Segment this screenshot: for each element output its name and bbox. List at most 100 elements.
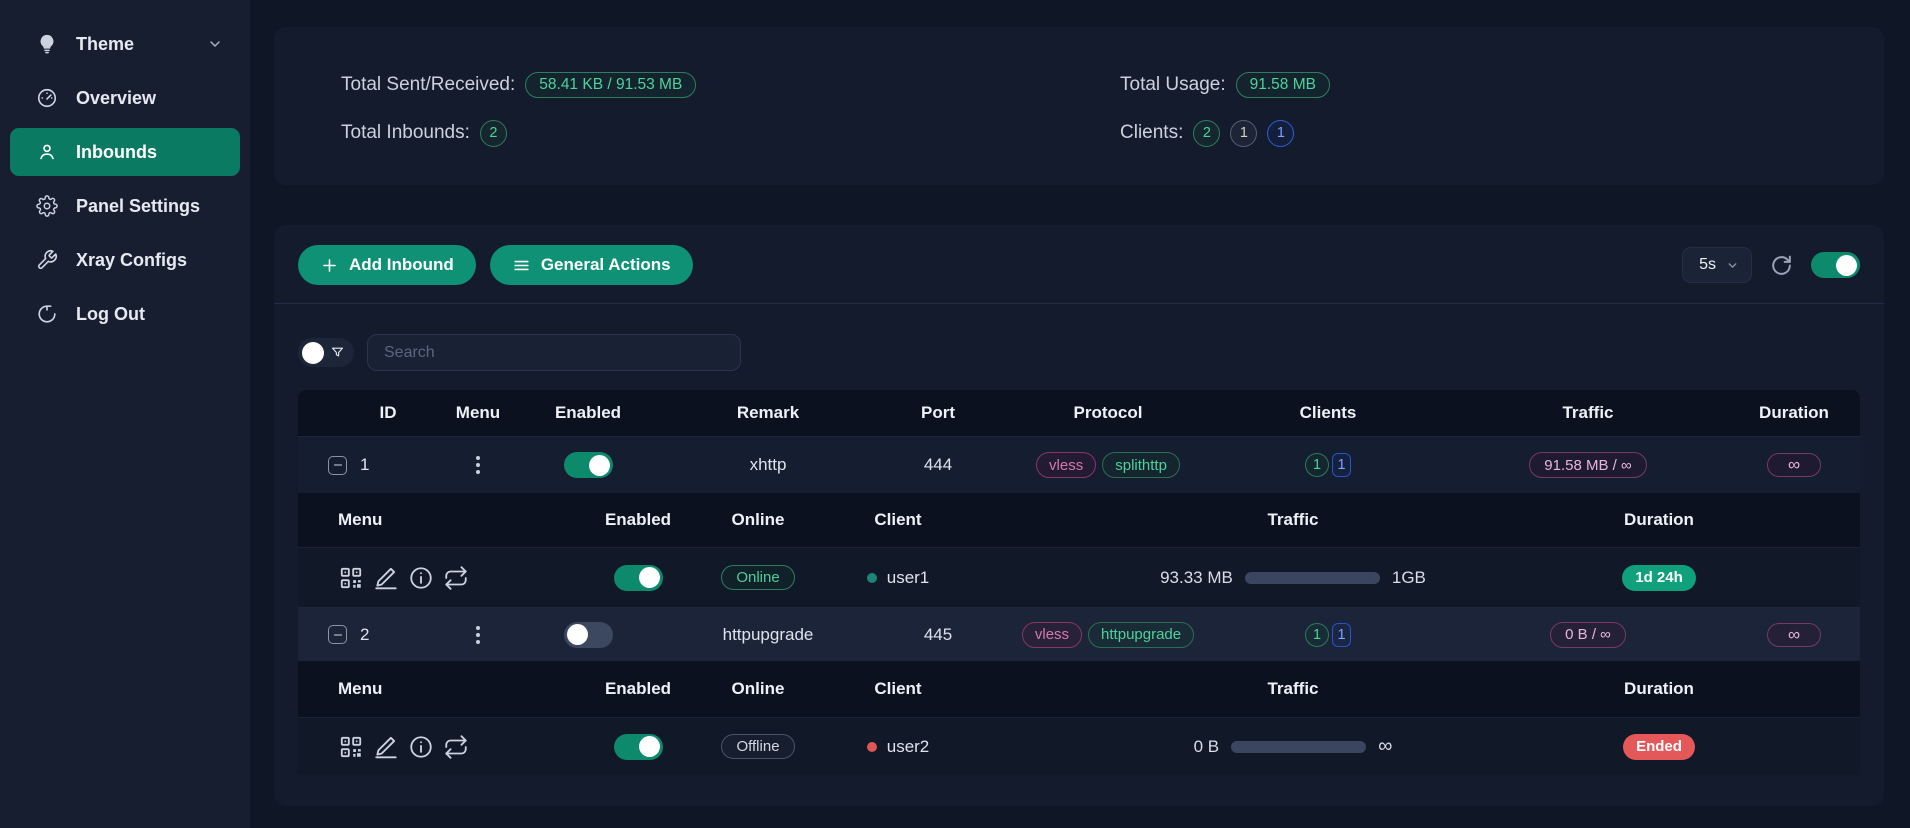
traffic-used: 93.33 MB	[1160, 567, 1233, 587]
sidebar-item-label: Xray Configs	[76, 249, 188, 270]
client-name: user1	[886, 567, 930, 587]
refresh-button[interactable]	[1769, 253, 1794, 278]
client-enabled-cell	[568, 733, 708, 760]
clients-badge-online: 1	[1267, 119, 1295, 147]
pencil-icon	[375, 736, 397, 758]
minus-icon	[333, 633, 342, 636]
transport-tag: httpupgrade	[1088, 621, 1195, 648]
sidebar-item-panel-settings[interactable]: Panel Settings	[10, 182, 240, 230]
client-menu-cell	[298, 565, 568, 591]
remark-cell: httpupgrade	[722, 624, 814, 644]
refresh-icon	[1772, 255, 1791, 275]
reset-traffic-button[interactable]	[443, 565, 469, 591]
client-count-blue: 1	[1332, 622, 1351, 647]
clients-cell: 1 1	[1208, 622, 1448, 647]
col-header-traffic: Traffic	[1562, 403, 1614, 422]
table-header-row: ID Menu Enabled Remark Port Protocol Cli…	[298, 390, 1860, 436]
col-header-remark: Remark	[736, 403, 800, 422]
stat-label: Total Inbounds:	[341, 122, 470, 143]
online-cell: Online	[708, 565, 808, 590]
qr-code-icon	[340, 736, 362, 757]
client-name-cell: user2	[808, 737, 988, 757]
col-header-duration: Duration	[1759, 403, 1829, 422]
row-menu-button[interactable]	[470, 620, 486, 650]
clients-cell: 1 1	[1208, 453, 1448, 477]
col-header-id: ID	[379, 403, 397, 422]
edit-button[interactable]	[373, 565, 399, 591]
toggle-knob	[302, 341, 324, 364]
traffic-cell: 0 B / ∞	[1448, 621, 1728, 648]
info-button[interactable]	[408, 734, 434, 760]
toggle-knob	[588, 454, 610, 476]
sidebar-item-label: Overview	[76, 87, 157, 108]
clients-badge-total: 2	[1193, 119, 1221, 147]
pencil-icon	[375, 567, 397, 589]
sub-header-duration: Duration	[1624, 679, 1694, 698]
qr-code-button[interactable]	[338, 734, 364, 760]
inbounds-count-badge: 2	[479, 119, 507, 147]
bulb-icon	[40, 34, 54, 54]
toggle-knob	[566, 624, 588, 645]
stat-label: Total Sent/Received:	[341, 74, 516, 95]
client-enabled-toggle[interactable]	[613, 564, 663, 591]
sidebar-item-xray-configs[interactable]: Xray Configs	[10, 236, 240, 284]
client-enabled-toggle[interactable]	[613, 733, 663, 760]
port-cell: 445	[923, 624, 953, 644]
transport-tag: splithttp	[1102, 452, 1180, 478]
wrench-icon	[37, 250, 57, 270]
add-inbound-button[interactable]: Add Inbound	[298, 245, 476, 285]
collapse-row-button[interactable]	[328, 455, 347, 475]
col-header-enabled: Enabled	[554, 403, 622, 422]
client-duration-cell: Ended	[1538, 733, 1860, 760]
chevron-down-icon	[1728, 262, 1737, 268]
sidebar: Theme Overview Inbounds Panel Settings X…	[0, 0, 250, 828]
refresh-interval-select[interactable]: 5s	[1682, 247, 1752, 283]
traffic-progress-bar	[1231, 740, 1367, 753]
protocol-tag: vless	[1036, 452, 1097, 478]
sidebar-item-overview[interactable]: Overview	[10, 74, 240, 122]
protocol-cell: vless splithttp	[1008, 452, 1208, 478]
stat-label: Total Usage:	[1120, 74, 1226, 95]
menu-cell	[448, 450, 508, 480]
add-inbound-label: Add Inbound	[349, 255, 454, 274]
qr-code-icon	[340, 567, 362, 588]
row-menu-button[interactable]	[470, 450, 486, 480]
col-header-clients: Clients	[1299, 403, 1357, 422]
sub-header-online: Online	[731, 679, 785, 698]
sidebar-item-label: Panel Settings	[76, 195, 201, 216]
qr-code-button[interactable]	[338, 565, 364, 591]
search-input[interactable]	[367, 334, 741, 371]
menu-cell	[448, 620, 508, 650]
sub-header-traffic: Traffic	[1267, 510, 1319, 529]
stat-value-pill: 91.58 MB	[1235, 72, 1330, 98]
enabled-cell	[508, 621, 668, 648]
duration-badge: 1d 24h	[1622, 564, 1696, 591]
auto-refresh-toggle[interactable]	[1811, 252, 1860, 278]
sidebar-item-logout[interactable]: Log Out	[10, 290, 240, 338]
collapse-row-button[interactable]	[328, 625, 347, 644]
duration-cell: ∞	[1728, 453, 1860, 477]
port-cell: 444	[923, 455, 953, 474]
filter-toggle[interactable]	[298, 338, 354, 367]
chevron-down-icon	[210, 41, 220, 47]
inbound-enabled-toggle[interactable]	[563, 452, 613, 478]
inbound-enabled-toggle[interactable]	[563, 621, 613, 648]
sidebar-item-theme[interactable]: Theme	[10, 20, 240, 68]
traffic-total: ∞	[1378, 735, 1393, 757]
stats-column-right: Total Usage: 91.58 MB Clients: 2 1 1	[1120, 71, 1330, 147]
toggle-knob	[638, 567, 660, 588]
client-menu-cell	[298, 734, 568, 760]
client-status-dot	[866, 741, 877, 752]
reset-traffic-button[interactable]	[443, 734, 469, 760]
general-actions-button[interactable]: General Actions	[489, 245, 693, 285]
client-name: user2	[886, 736, 930, 756]
info-button[interactable]	[408, 565, 434, 591]
id-cell: 2	[298, 625, 448, 645]
inbound-row: 2 httpupgrade 445 vless httpupgrade 1 1	[298, 607, 1860, 661]
edit-button[interactable]	[373, 734, 399, 760]
inbound-id: 1	[360, 455, 370, 474]
stat-total-usage: Total Usage: 91.58 MB	[1120, 71, 1330, 99]
sub-header-online: Online	[731, 510, 785, 529]
sidebar-item-inbounds[interactable]: Inbounds	[10, 128, 240, 176]
sub-header-traffic: Traffic	[1267, 679, 1319, 698]
